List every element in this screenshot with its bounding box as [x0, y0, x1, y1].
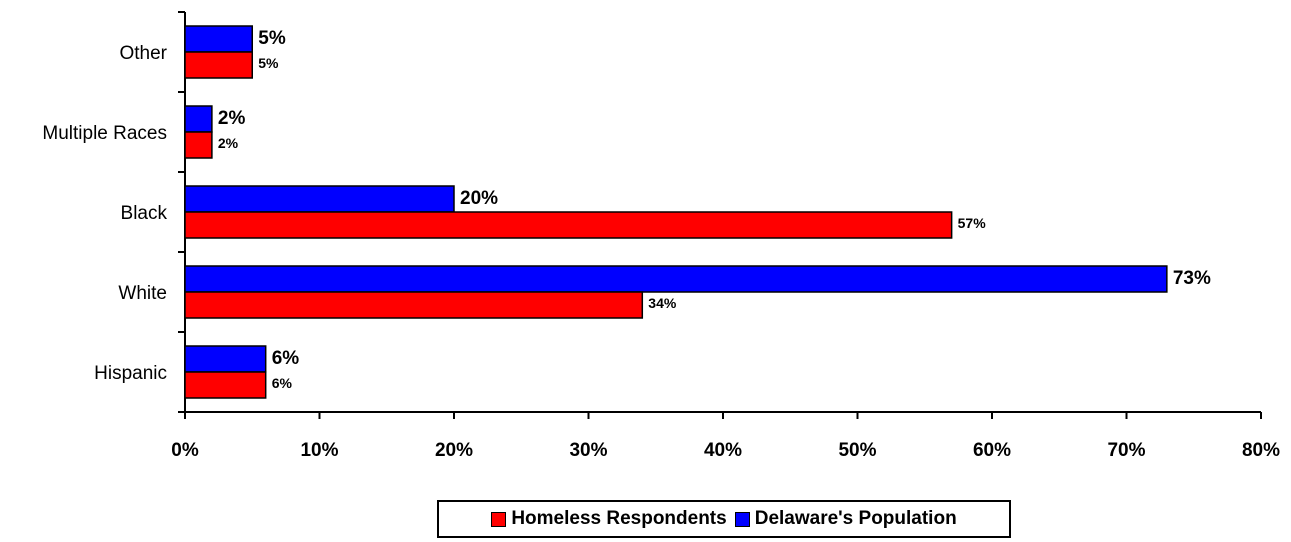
legend-label-homeless: Homeless Respondents [511, 508, 727, 529]
y-category-label: White [118, 283, 167, 304]
bar-homeless-respondents [184, 371, 267, 399]
x-tick-label: 50% [838, 440, 876, 461]
y-category-label: Black [121, 203, 168, 224]
legend-swatch-red [491, 511, 507, 527]
chart-legend: Homeless Respondents Delaware's Populati… [437, 500, 1011, 538]
legend-label-delaware: Delaware's Population [754, 508, 957, 529]
bar-delaware-population [184, 345, 267, 373]
chart-axes: 0% 10% 20% 30% 40% 50% 60% 70% 80% [171, 11, 1280, 461]
data-label-delaware: 73% [1173, 268, 1211, 289]
x-tick-label: 60% [973, 440, 1011, 461]
data-label-delaware: 6% [272, 348, 300, 369]
y-category-label: Other [119, 43, 167, 64]
y-category-label: Multiple Races [42, 123, 167, 144]
bar-homeless-respondents [184, 291, 644, 319]
data-label-homeless: 6% [272, 375, 293, 391]
bar-delaware-population [184, 25, 253, 53]
x-tick-label: 20% [435, 440, 473, 461]
y-category-label: Hispanic [94, 363, 167, 384]
bar-delaware-population [184, 105, 213, 133]
data-label-homeless: 2% [218, 135, 239, 151]
data-label-homeless: 57% [958, 215, 987, 231]
bar-delaware-population [184, 265, 1168, 293]
x-tick-label: 70% [1107, 440, 1145, 461]
chart-labels: Hispanic 6% 6% White 73% 34% Black 20% 57% Multip… [42, 28, 1211, 391]
bar-homeless-respondents [184, 131, 213, 159]
x-tick-label: 40% [704, 440, 742, 461]
data-label-delaware: 2% [218, 108, 246, 129]
legend-swatch-blue [734, 511, 750, 527]
data-label-homeless: 5% [258, 55, 279, 71]
legend-item-delaware: Delaware's Population [734, 508, 957, 530]
chart-bars [184, 25, 1168, 399]
bar-chart: 0% 10% 20% 30% 40% 50% 60% 70% 80% Hispanic 6% 6% W… [42, 11, 1280, 461]
data-label-homeless: 34% [648, 295, 677, 311]
bar-homeless-respondents [184, 211, 953, 239]
legend-item-homeless: Homeless Respondents [491, 508, 727, 530]
x-tick-label: 0% [171, 440, 199, 461]
bar-homeless-respondents [184, 51, 253, 79]
x-tick-label: 80% [1242, 440, 1280, 461]
data-label-delaware: 5% [258, 28, 286, 49]
data-label-delaware: 20% [460, 188, 498, 209]
x-tick-label: 10% [300, 440, 338, 461]
x-tick-label: 30% [569, 440, 607, 461]
bar-delaware-population [184, 185, 455, 213]
